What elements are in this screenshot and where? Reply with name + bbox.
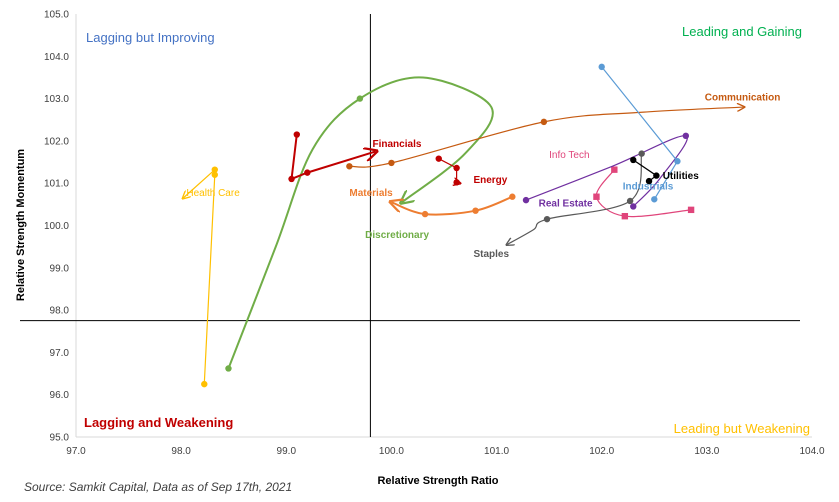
point-health-care — [211, 166, 218, 173]
quadrant-label-top-right: Leading and Gaining — [682, 24, 802, 39]
quadrant-label-bottom-right: Leading but Weakening — [674, 421, 810, 436]
series-line-utilities — [632, 159, 658, 182]
point-energy — [435, 155, 442, 162]
label-health-care: Health Care — [186, 188, 240, 199]
quadrant-label-bottom-left: Lagging and Weakening — [84, 415, 233, 430]
series-line-discretionary — [227, 76, 494, 369]
point-real-estate — [682, 132, 690, 140]
point-financials — [293, 131, 300, 138]
point-info-tech — [621, 212, 629, 220]
point-utilities — [653, 172, 660, 179]
point-communication — [388, 159, 395, 167]
x-tick-label: 99.0 — [277, 446, 297, 457]
y-tick-label: 100.0 — [44, 221, 69, 232]
point-staples — [638, 150, 645, 157]
x-tick-label: 101.0 — [484, 446, 509, 457]
label-industrials: Industrials — [623, 182, 674, 193]
point-energy — [453, 164, 460, 172]
label-staples: Staples — [473, 249, 509, 260]
series-layer: Health Care Discretionary Financials Commun… — [183, 63, 780, 388]
point-discretionary — [225, 365, 232, 372]
point-financials — [288, 175, 295, 183]
series-industrials: Industrials — [598, 63, 681, 203]
series-health-care: Health Care — [183, 166, 240, 388]
point-industrials — [651, 196, 658, 203]
point-real-estate — [630, 203, 637, 210]
series-financials: Financials — [288, 131, 422, 183]
point-communication — [346, 163, 353, 170]
y-tick-label: 98.0 — [50, 306, 70, 317]
x-tick-label: 100.0 — [379, 446, 404, 457]
point-materials — [509, 193, 516, 200]
series-line-financials — [290, 134, 376, 181]
label-materials: Materials — [349, 188, 393, 199]
point-utilities — [645, 177, 653, 185]
label-real-estate: Real Estate — [539, 198, 593, 209]
point-industrials — [674, 158, 681, 165]
y-tick-label: 95.0 — [50, 433, 70, 444]
y-tick-label: 97.0 — [50, 348, 70, 359]
y-axis-title: Relative Strength Momentum — [15, 149, 27, 301]
point-discretionary — [356, 95, 364, 102]
series-energy: Energy — [435, 155, 508, 186]
point-info-tech — [687, 206, 695, 214]
point-health-care — [211, 171, 218, 178]
x-tick-label: 97.0 — [66, 446, 86, 457]
series-materials: Materials — [349, 188, 516, 218]
label-energy: Energy — [473, 175, 507, 186]
series-line-health-care — [183, 168, 216, 385]
label-financials: Financials — [373, 139, 422, 150]
quadrant-label-top-left: Lagging but Improving — [86, 30, 215, 45]
y-tick-label: 104.0 — [44, 52, 69, 63]
series-info-tech: Info Tech — [549, 150, 695, 220]
point-health-care — [201, 380, 208, 388]
x-tick-label: 104.0 — [799, 446, 824, 457]
series-line-materials — [391, 195, 513, 216]
x-tick-label: 102.0 — [589, 446, 614, 457]
point-info-tech — [611, 166, 618, 173]
y-tick-label: 102.0 — [44, 136, 69, 147]
point-real-estate — [522, 196, 530, 204]
x-axis-title: Relative Strength Ratio — [377, 475, 498, 487]
point-staples — [626, 197, 634, 205]
series-utilities: Utilities — [630, 156, 700, 185]
series-line-info-tech — [595, 169, 692, 218]
label-info-tech: Info Tech — [549, 150, 589, 161]
label-discretionary: Discretionary — [365, 230, 429, 241]
point-staples — [543, 215, 551, 223]
series-real-estate: Real Estate — [522, 132, 690, 210]
x-tick-label: 103.0 — [694, 446, 719, 457]
y-tick-label: 101.0 — [44, 179, 69, 190]
y-tick-label: 96.0 — [50, 390, 70, 401]
x-tick-label: 98.0 — [171, 446, 191, 457]
point-utilities — [630, 156, 637, 164]
point-energy — [453, 179, 460, 186]
axes-layer: 97.0 98.0 99.0 100.0 101.0 102.0 103.0 104.0 95.… — [20, 10, 825, 457]
label-utilities: Utilities — [663, 171, 700, 182]
point-materials — [421, 210, 429, 218]
point-financials — [304, 169, 311, 176]
series-discretionary: Discretionary — [225, 76, 494, 372]
y-tick-label: 99.0 — [50, 263, 70, 274]
series-staples: Staples — [473, 150, 645, 260]
source-note: Source: Samkit Capital, Data as of Sep 1… — [24, 480, 292, 494]
y-tick-label: 103.0 — [44, 94, 69, 105]
series-communication: Communication — [346, 93, 780, 170]
point-materials — [472, 207, 479, 214]
point-info-tech — [593, 193, 600, 200]
label-communication: Communication — [705, 93, 781, 104]
text-layer: Relative Strength Ratio Relative Strengt… — [15, 149, 499, 494]
series-line-real-estate — [525, 135, 688, 207]
y-tick-label: 105.0 — [44, 10, 69, 21]
point-communication — [540, 118, 548, 126]
point-industrials — [598, 63, 605, 71]
